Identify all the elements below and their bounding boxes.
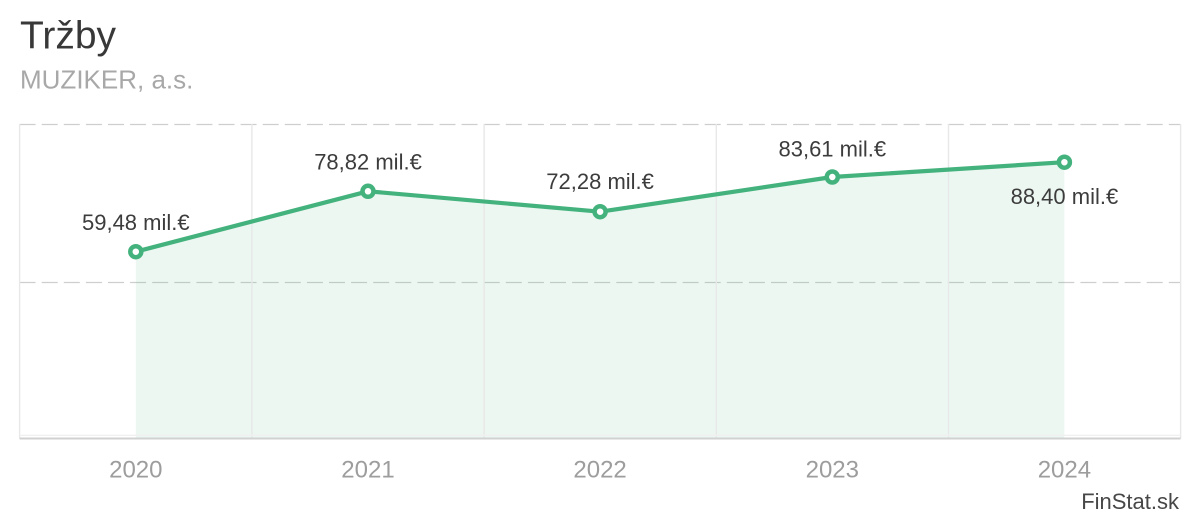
svg-text:88,40 mil.€: 88,40 mil.€	[1011, 184, 1119, 209]
svg-text:59,48 mil.€: 59,48 mil.€	[82, 210, 190, 235]
svg-text:2024: 2024	[1038, 457, 1091, 484]
svg-text:2022: 2022	[573, 457, 626, 484]
svg-text:72,28 mil.€: 72,28 mil.€	[546, 169, 654, 194]
svg-text:2023: 2023	[806, 457, 859, 484]
svg-text:2021: 2021	[341, 457, 394, 484]
svg-text:Tržby: Tržby	[20, 15, 117, 58]
svg-text:MUZIKER, a.s.: MUZIKER, a.s.	[20, 65, 193, 95]
svg-text:2020: 2020	[109, 457, 162, 484]
svg-text:FinStat.sk: FinStat.sk	[1081, 489, 1180, 514]
svg-text:78,82 mil.€: 78,82 mil.€	[314, 150, 422, 175]
svg-text:83,61 mil.€: 83,61 mil.€	[778, 137, 886, 162]
